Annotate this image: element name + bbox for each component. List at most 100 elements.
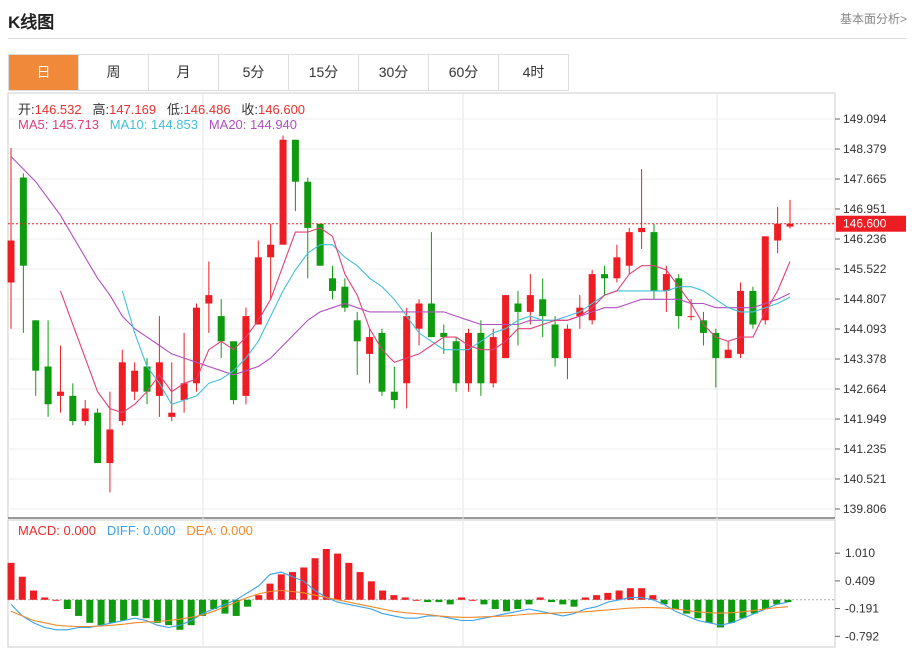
y-tick-label: 141.949 xyxy=(843,412,887,426)
ohlc-legend: 开:146.532 高:147.169 低:146.486 收:146.600 xyxy=(18,99,305,118)
dea-line xyxy=(10,589,789,628)
period-tabs: 日 周 月 5分 15分 30分 60分 4时 xyxy=(8,54,569,91)
candle-body xyxy=(638,227,646,233)
diff-line xyxy=(10,571,789,631)
macd-bar xyxy=(277,574,285,600)
macd-bar xyxy=(491,599,499,609)
candle-body xyxy=(155,362,163,396)
macd-bar xyxy=(356,572,364,600)
macd-bar xyxy=(559,599,567,605)
tab-60min[interactable]: 60分 xyxy=(429,55,499,90)
candle-body xyxy=(279,139,287,245)
macd-bar xyxy=(153,599,161,623)
y-tick-label: 139.806 xyxy=(843,502,887,516)
candle-body xyxy=(341,286,349,308)
candle-body xyxy=(774,223,782,241)
macd-bar xyxy=(401,597,409,600)
fundamental-analysis-link[interactable]: 基本面分析> xyxy=(839,12,907,26)
candle-body xyxy=(403,316,411,384)
y-tick-label: 144.807 xyxy=(843,292,887,306)
candle-body xyxy=(390,391,398,401)
macd-bar xyxy=(379,590,387,600)
macd-bar xyxy=(694,599,702,619)
macd-bar xyxy=(761,599,769,609)
macd-bar xyxy=(131,599,139,616)
candle-body xyxy=(477,332,485,384)
macd-bar xyxy=(660,599,668,605)
candle-body xyxy=(539,299,547,317)
macd-bar xyxy=(41,597,49,600)
macd-bar xyxy=(593,595,601,600)
candle-body xyxy=(69,395,77,422)
candle-body xyxy=(625,232,633,266)
candle-body xyxy=(242,316,250,396)
header-divider xyxy=(8,38,907,39)
candle-body xyxy=(143,366,151,392)
ma5-legend: MA5: 145.713 xyxy=(18,117,99,132)
macd-bar xyxy=(525,599,533,605)
candle-body xyxy=(502,295,510,359)
candle-body xyxy=(724,349,732,359)
tab-15min[interactable]: 15分 xyxy=(289,55,359,90)
macd-bar xyxy=(63,599,71,609)
macd-bar xyxy=(30,590,38,600)
candle-body xyxy=(761,236,769,321)
macd-bar xyxy=(536,597,544,600)
tab-4h[interactable]: 4时 xyxy=(499,55,569,90)
candle-body xyxy=(514,303,522,312)
macd-bar xyxy=(773,599,781,605)
y-tick-label: 146.236 xyxy=(843,232,887,246)
y-tick-label: 149.094 xyxy=(843,112,887,126)
candle-body xyxy=(415,303,423,329)
candle-body xyxy=(650,232,658,291)
macd-bar xyxy=(784,599,792,603)
macd-bar xyxy=(322,549,330,600)
open-label: 开: xyxy=(18,102,35,117)
ma10-legend: MA10: 144.853 xyxy=(109,117,198,132)
candle-body xyxy=(786,223,794,227)
candle-body xyxy=(526,295,534,312)
macd-bar xyxy=(367,581,375,600)
candle-body xyxy=(254,257,262,325)
macd-y-tick-label: -0.191 xyxy=(845,602,879,616)
macd-bar xyxy=(649,595,657,600)
macd-bar xyxy=(86,599,94,623)
y-tick-label: 146.951 xyxy=(843,202,887,216)
tab-week[interactable]: 周 xyxy=(79,55,149,90)
candle-body xyxy=(32,320,40,371)
candle-body xyxy=(712,332,720,359)
macd-bar xyxy=(97,599,105,626)
macd-bar xyxy=(18,576,26,600)
macd-bar xyxy=(232,599,240,616)
macd-bar xyxy=(638,588,646,600)
macd-bar xyxy=(626,588,634,600)
macd-bar xyxy=(7,562,15,600)
ma20-line xyxy=(10,156,791,376)
macd-bar xyxy=(480,599,488,605)
y-tick-label: 142.664 xyxy=(843,382,887,396)
macd-bar xyxy=(435,599,443,603)
tab-month[interactable]: 月 xyxy=(149,55,219,90)
tab-day[interactable]: 日 xyxy=(9,55,79,90)
candle-body xyxy=(118,362,126,422)
high-label: 高: xyxy=(92,102,110,117)
candle-body xyxy=(291,139,299,182)
y-tick-label: 141.235 xyxy=(843,442,887,456)
candle-body xyxy=(613,257,621,279)
candle-body xyxy=(551,324,559,359)
candle-body xyxy=(440,332,448,338)
candle-body xyxy=(699,320,707,333)
macd-y-tick-label: 0.409 xyxy=(845,574,875,588)
macd-bar xyxy=(446,599,454,605)
tab-5min[interactable]: 5分 xyxy=(219,55,289,90)
candle-body xyxy=(205,295,213,304)
macd-y-tick-label: 1.010 xyxy=(845,546,875,560)
candle-body xyxy=(489,337,497,384)
candle-body xyxy=(427,303,435,338)
macd-bar xyxy=(142,599,150,619)
macd-bar xyxy=(334,553,342,600)
tab-30min[interactable]: 30分 xyxy=(359,55,429,90)
macd-bar xyxy=(570,599,578,607)
candle-body xyxy=(687,316,695,318)
